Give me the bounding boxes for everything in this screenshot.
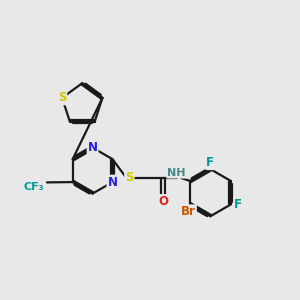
Text: N: N [88, 141, 98, 154]
Text: Br: Br [181, 205, 196, 218]
Text: F: F [234, 198, 242, 211]
Text: CF₃: CF₃ [23, 182, 44, 192]
Text: NH: NH [167, 168, 186, 178]
Text: S: S [125, 172, 134, 184]
Text: F: F [206, 156, 214, 169]
Text: S: S [58, 91, 66, 104]
Text: N: N [107, 176, 118, 189]
Text: O: O [158, 195, 168, 208]
